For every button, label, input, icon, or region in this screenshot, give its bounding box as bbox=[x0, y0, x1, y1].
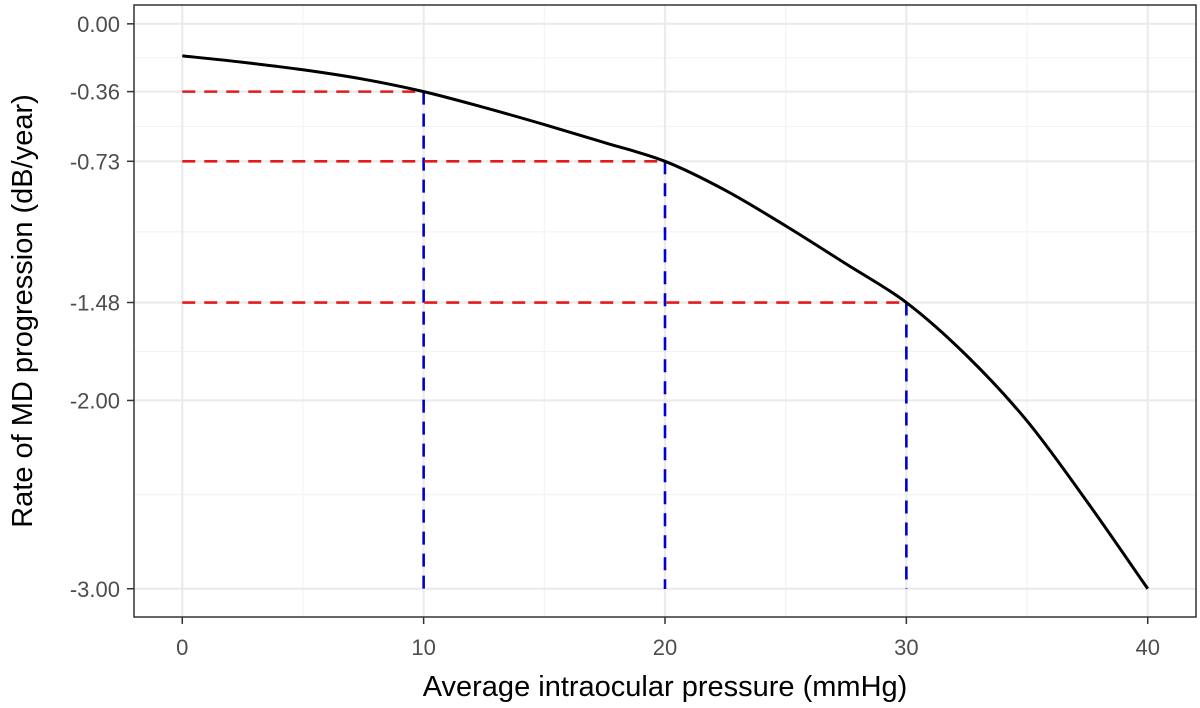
x-tick-label: 40 bbox=[1135, 635, 1159, 660]
x-tick-label: 0 bbox=[176, 635, 188, 660]
y-axis-title: Rate of MD progression (dB/year) bbox=[7, 94, 39, 528]
x-tick-label: 20 bbox=[653, 635, 677, 660]
y-tick-label: -1.48 bbox=[70, 291, 120, 316]
x-tick-label: 30 bbox=[894, 635, 918, 660]
x-axis: 0 10 20 30 40 bbox=[176, 617, 1160, 660]
x-axis-title: Average intraocular pressure (mmHg) bbox=[423, 671, 908, 703]
y-tick-label: -2.00 bbox=[70, 388, 120, 413]
y-axis: 0.00 -0.36 -0.73 -1.48 -2.00 -3.00 bbox=[70, 12, 134, 602]
y-tick-label: -0.73 bbox=[70, 149, 120, 174]
y-tick-label: -3.00 bbox=[70, 577, 120, 602]
x-tick-label: 10 bbox=[411, 635, 435, 660]
y-tick-label: 0.00 bbox=[77, 12, 120, 37]
progression-curve-line bbox=[182, 54, 1149, 590]
y-tick-label: -0.36 bbox=[70, 80, 120, 105]
reference-lines bbox=[182, 90, 908, 589]
